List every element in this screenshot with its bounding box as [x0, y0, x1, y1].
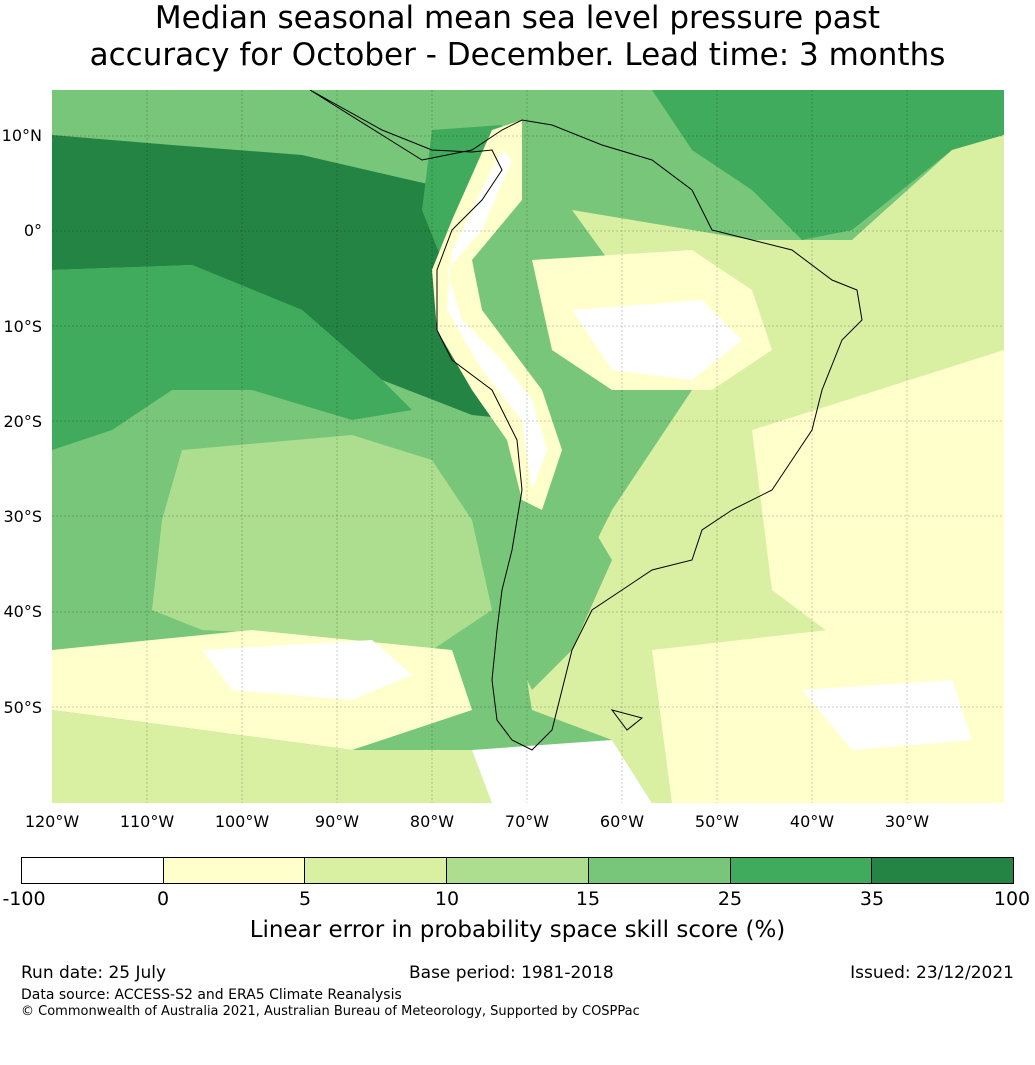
- copyright: © Commonwealth of Australia 2021, Austra…: [21, 1004, 640, 1019]
- colorbar-segment: [730, 858, 873, 883]
- colorbar-segment: [305, 858, 448, 883]
- region-25-35-north-atlantic: [652, 90, 1004, 240]
- lon-label-100w: 100°W: [214, 812, 270, 831]
- lon-label-110w: 110°W: [119, 812, 175, 831]
- lon-label-60w: 60°W: [599, 812, 645, 831]
- lon-label-50w: 50°W: [694, 812, 740, 831]
- colorbar-segment: [22, 858, 164, 883]
- base-period: Base period: 1981-2018: [409, 963, 614, 983]
- run-date: Run date: 25 July: [21, 963, 167, 983]
- colorbar-tick: 100: [993, 888, 1031, 910]
- colorbar-label: Linear error in probability space skill …: [249, 917, 786, 943]
- falkland-islands-outline: [610, 709, 644, 731]
- graticule: [52, 90, 1004, 803]
- region-negative-amazon: [572, 300, 742, 380]
- map-title: Median seasonal mean sea level pressure …: [0, 0, 1035, 74]
- region-negative-south-atlantic: [802, 680, 972, 750]
- region-0-5-south-atlantic: [752, 350, 1004, 650]
- lon-label-80w: 80°W: [409, 812, 455, 831]
- lat-label-10s: 10°S: [3, 317, 42, 336]
- colorbar-tick: 35: [859, 888, 885, 910]
- colorbar-segment: [163, 858, 306, 883]
- lon-label-90w: 90°W: [314, 812, 360, 831]
- region-5-10-southern-ocean-west: [52, 710, 502, 803]
- colorbar-segment: [872, 858, 1014, 883]
- colorbar-segment: [447, 858, 589, 883]
- colorbar-segment: [588, 858, 731, 883]
- lon-label-30w: 30°W: [884, 812, 930, 831]
- region-25-35-pacific: [52, 265, 412, 450]
- lat-label-30s: 30°S: [3, 507, 42, 526]
- colorbar-tick: 15: [575, 888, 601, 910]
- region-negative-drake: [472, 740, 652, 803]
- region-negative-andes: [447, 150, 547, 490]
- lat-label-40s: 40°S: [3, 602, 42, 621]
- title-line-1: Median seasonal mean sea level pressure …: [154, 0, 881, 36]
- lat-label-10n: 10°N: [1, 126, 42, 145]
- data-source: Data source: ACCESS-S2 and ERA5 Climate …: [21, 987, 402, 1003]
- region-15-25-patagonia: [512, 510, 612, 690]
- lat-label-20s: 20°S: [3, 412, 42, 431]
- lon-label-70w: 70°W: [504, 812, 550, 831]
- region-10-15-south-pacific: [152, 435, 492, 650]
- issued-date: Issued: 23/12/2021: [850, 963, 1014, 983]
- colorbar: [21, 857, 1014, 884]
- lat-label-0: 0°: [23, 221, 42, 240]
- colorbar-tick: 5: [298, 888, 312, 910]
- region-35-plus: [52, 135, 522, 420]
- lon-label-40w: 40°W: [789, 812, 835, 831]
- colorbar-tick: -100: [2, 888, 46, 910]
- region-negative-southern-pacific: [202, 640, 412, 700]
- title-line-2: accuracy for October - December. Lead ti…: [89, 37, 946, 73]
- lat-label-50s: 50°S: [3, 698, 42, 717]
- colorbar-tick: 10: [434, 888, 460, 910]
- skill-score-map: [52, 90, 1004, 803]
- colorbar-tick: 25: [717, 888, 743, 910]
- colorbar-tick: 0: [156, 888, 170, 910]
- lon-label-120w: 120°W: [24, 812, 80, 831]
